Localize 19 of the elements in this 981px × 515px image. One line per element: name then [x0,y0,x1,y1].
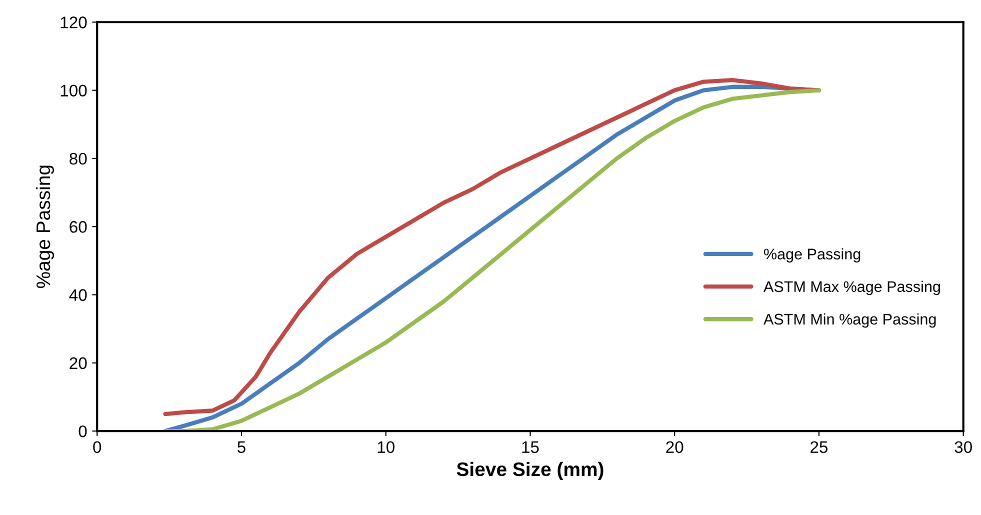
x-tick-label: 25 [810,441,828,454]
y-tick-label: 40 [69,289,87,301]
legend-label: %age Passing [764,248,860,262]
x-tick-label: 15 [522,441,539,454]
y-tick-label: 100 [60,84,87,96]
y-tick-label: 80 [70,152,87,165]
legend-label: ASTM Min %age Passing [764,313,936,328]
x-tick-label: 10 [378,441,394,454]
legend-label: ASTM Max %age Passing [764,280,940,296]
y-tick-label: 60 [70,221,87,233]
x-tick-label: 0 [93,441,102,454]
y-axis-title: %age Passing [36,166,54,288]
y-tick-label: 0 [78,425,87,438]
y-tick-label: 120 [60,16,87,28]
x-tick-label: 30 [954,441,972,454]
x-tick-label: 20 [666,441,684,454]
x-tick-label: 5 [238,441,246,454]
x-axis-title: Sieve Size (mm) [456,462,604,480]
y-tick-label: 20 [70,357,87,370]
